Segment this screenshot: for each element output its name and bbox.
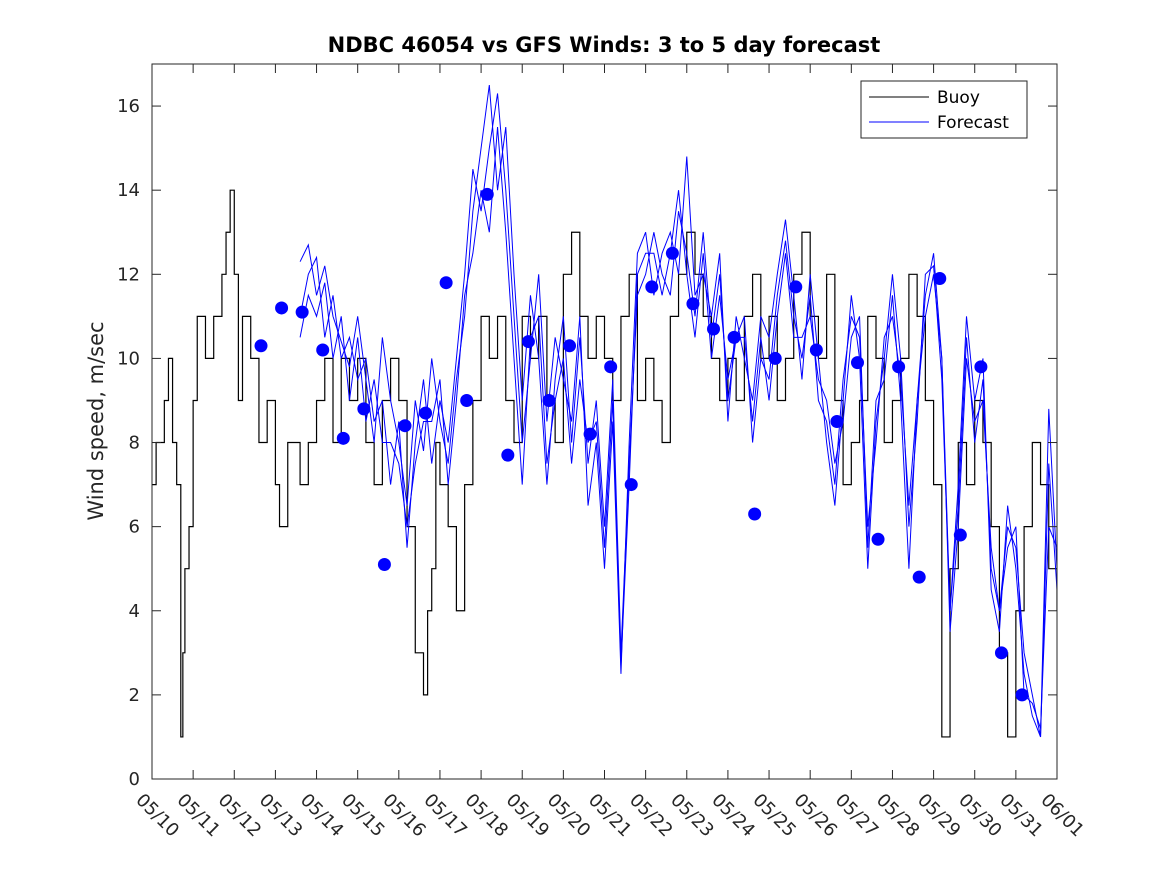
forecast-marker [665,246,679,260]
buoy-line [152,189,1057,738]
forecast-line [299,84,1057,738]
y-tick-label: 4 [129,601,140,622]
forecast-marker [789,280,803,294]
y-tick-label: 6 [129,517,140,538]
forecast-marker [604,360,618,374]
legend-box [860,80,1028,139]
forecast-marker [994,646,1008,660]
forecast-marker [398,419,412,433]
forecast-marker [748,507,762,521]
forecast-marker [254,339,268,353]
forecast-marker [953,528,967,542]
forecast-marker [542,393,556,407]
forecast-marker [933,272,947,285]
forecast-marker [316,343,330,357]
y-axis-label: Wind speed, m/sec [84,321,108,520]
y-tick-label: 16 [117,96,140,117]
forecast-marker [768,351,782,365]
y-tick-label: 0 [129,769,140,790]
forecast-marker [439,276,453,290]
forecast-marker [892,360,906,374]
forecast-marker [377,558,391,571]
forecast-marker [357,402,371,416]
y-tick-label: 8 [129,433,140,454]
forecast-marker [686,297,700,311]
plot-area [152,84,1057,738]
forecast-marker [645,280,659,294]
forecast-marker [974,360,988,374]
forecast-marker [1015,688,1029,702]
legend-buoy-label: Buoy [937,88,980,108]
forecast-marker [460,393,474,407]
forecast-marker [275,301,289,315]
forecast-line [299,127,1057,729]
forecast-marker [563,339,577,353]
chart-title: NDBC 46054 vs GFS Winds: 3 to 5 day fore… [328,33,881,57]
y-tick-label: 12 [117,264,140,285]
forecast-marker [809,343,823,357]
legend-forecast-label: Forecast [937,113,1009,133]
y-tick-label: 10 [117,348,140,369]
forecast-marker [419,406,433,420]
forecast-marker [727,330,741,344]
forecast-marker [871,532,885,546]
forecast-marker [830,415,844,428]
forecast-marker [295,305,309,319]
legend: Buoy Forecast [860,80,1028,139]
buoy-series [152,189,1057,738]
y-axis: 0 2 4 6 8 10 12 14 16 [117,96,1057,790]
forecast-marker [850,356,864,370]
forecast-marker [480,187,494,201]
y-tick-label: 14 [117,180,140,201]
forecast-marker [624,478,638,492]
forecast-marker [521,335,535,349]
forecast-marker [501,448,515,462]
forecast-marker [912,570,926,584]
forecast-marker [583,427,597,441]
forecast-markers [254,187,1029,702]
y-tick-label: 2 [129,685,140,706]
forecast-marker [707,322,721,336]
forecast-marker [336,431,350,445]
